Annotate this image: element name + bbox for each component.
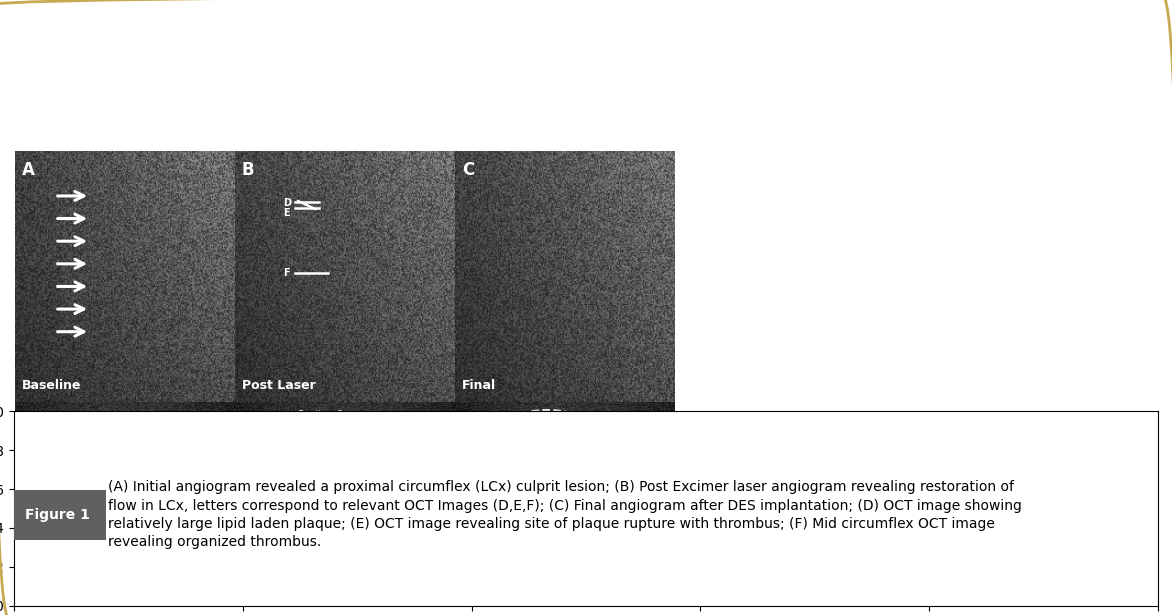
Text: Organised thrombus: Organised thrombus	[560, 574, 661, 584]
Text: D: D	[22, 410, 35, 428]
Text: Baseline: Baseline	[22, 379, 81, 392]
Text: E: E	[284, 208, 291, 218]
Text: Thrombus: Thrombus	[400, 525, 449, 536]
Text: E: E	[241, 410, 253, 428]
Text: A: A	[22, 161, 35, 179]
Text: C: C	[462, 161, 473, 179]
Text: Cavity after: Cavity after	[297, 410, 354, 420]
Text: Figure 1: Figure 1	[25, 509, 89, 522]
Text: plaque rupture: plaque rupture	[297, 422, 369, 432]
Text: (A) Initial angiogram revealed a proximal circumflex (LCx) culprit lesion; (B) P: (A) Initial angiogram revealed a proxima…	[108, 480, 1022, 549]
Text: Broken thin cap: Broken thin cap	[257, 582, 334, 592]
Text: B: B	[241, 161, 254, 179]
Text: F: F	[462, 410, 473, 428]
FancyBboxPatch shape	[8, 490, 105, 541]
Text: D: D	[284, 198, 292, 208]
Text: Post Laser: Post Laser	[241, 379, 315, 392]
Text: Lipid plaque: Lipid plaque	[22, 580, 95, 590]
Text: F: F	[284, 268, 291, 279]
Text: Final: Final	[462, 379, 496, 392]
